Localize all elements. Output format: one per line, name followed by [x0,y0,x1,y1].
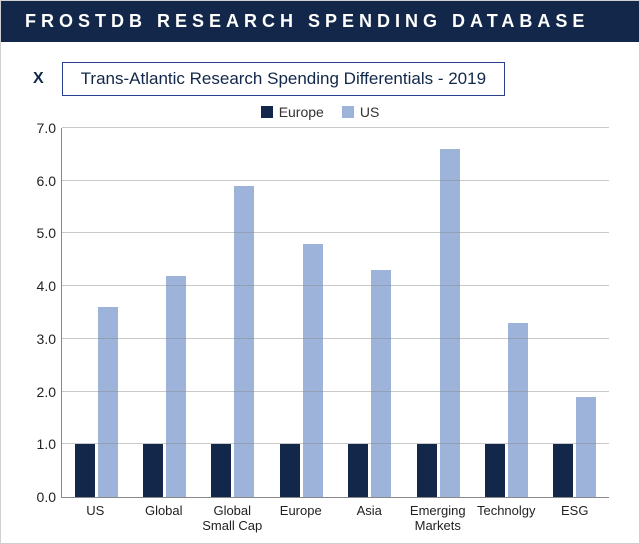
gridline [62,127,609,128]
bar-europe [211,444,231,497]
chart-title: Trans-Atlantic Research Spending Differe… [62,62,505,96]
plot-area: 0.01.02.03.04.05.06.07.0 [61,128,609,498]
x-tick-label: ESG [541,498,610,534]
y-tick-label: 6.0 [24,173,56,189]
bar-us [576,397,596,497]
bar-us [166,276,186,497]
legend: Europe US [21,104,619,120]
chart-frame: FROSTDB RESEARCH SPENDING DATABASE X Tra… [0,0,640,544]
x-tick-label: Global [130,498,199,534]
bar-us [98,307,118,497]
y-tick-label: 4.0 [24,278,56,294]
gridline [62,338,609,339]
bar-us [508,323,528,497]
legend-swatch-europe [261,106,273,118]
bar-group [130,128,198,497]
bar-europe [417,444,437,497]
x-tick-label: US [61,498,130,534]
bar-group [199,128,267,497]
bar-us [371,270,391,497]
y-tick-label: 1.0 [24,436,56,452]
database-header: FROSTDB RESEARCH SPENDING DATABASE [1,1,639,42]
bar-us [303,244,323,497]
bar-group [62,128,130,497]
axis-unit-label: X [33,70,44,88]
bar-us [440,149,460,497]
chart-area: X Trans-Atlantic Research Spending Diffe… [1,42,639,540]
legend-label-us: US [360,104,379,120]
bar-europe [553,444,573,497]
bar-europe [280,444,300,497]
x-axis-labels: USGlobalGlobal Small CapEuropeAsiaEmergi… [61,498,609,534]
gridline [62,232,609,233]
y-tick-label: 5.0 [24,225,56,241]
legend-label-europe: Europe [279,104,324,120]
bar-europe [348,444,368,497]
x-tick-label: Asia [335,498,404,534]
bar-groups [62,128,609,497]
bar-group [472,128,540,497]
x-tick-label: Europe [267,498,336,534]
bar-europe [485,444,505,497]
title-row: X Trans-Atlantic Research Spending Diffe… [33,62,619,96]
bar-europe [143,444,163,497]
gridline [62,443,609,444]
x-tick-label: Global Small Cap [198,498,267,534]
y-tick-label: 7.0 [24,120,56,136]
y-tick-label: 2.0 [24,384,56,400]
bar-group [336,128,404,497]
x-tick-label: Technolgy [472,498,541,534]
header-title: FROSTDB RESEARCH SPENDING DATABASE [25,11,589,31]
legend-swatch-us [342,106,354,118]
legend-item-us: US [342,104,379,120]
gridline [62,391,609,392]
bar-group [541,128,609,497]
bar-group [267,128,335,497]
legend-item-europe: Europe [261,104,324,120]
x-tick-label: Emerging Markets [404,498,473,534]
bar-europe [75,444,95,497]
gridline [62,285,609,286]
y-tick-label: 3.0 [24,331,56,347]
gridline [62,180,609,181]
bar-group [404,128,472,497]
y-tick-label: 0.0 [24,489,56,505]
